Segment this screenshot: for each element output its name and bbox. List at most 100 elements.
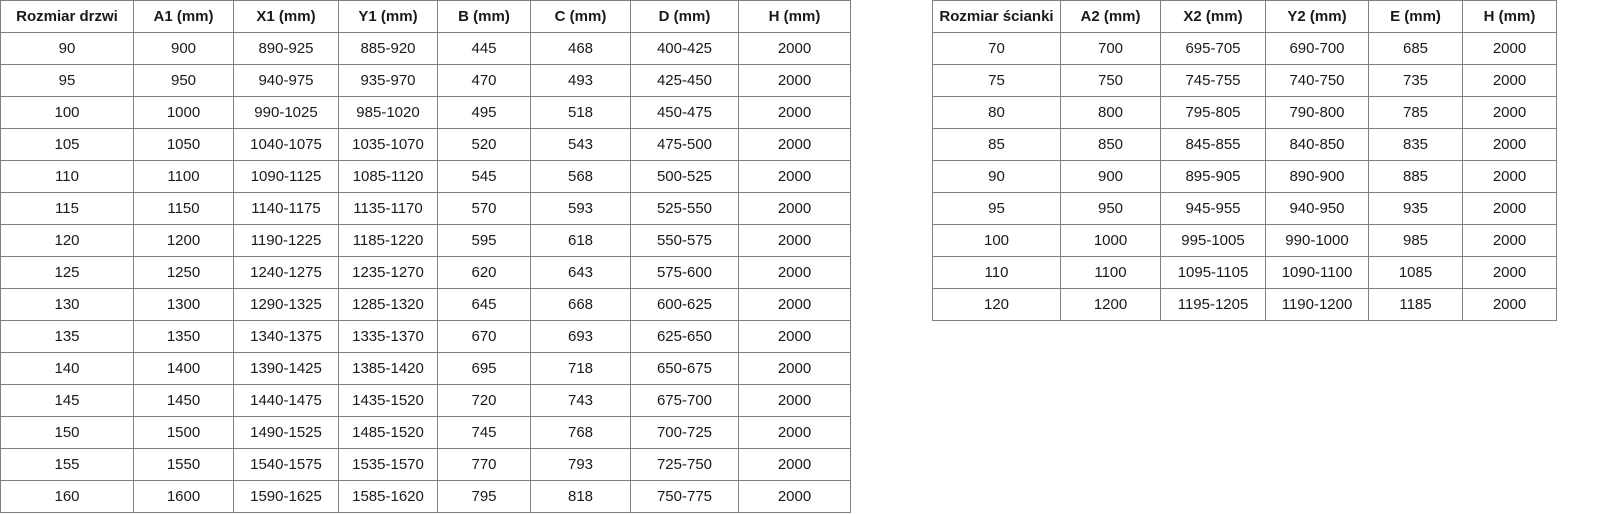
table-header-row: Rozmiar drzwi A1 (mm) X1 (mm) Y1 (mm) B (mm)… (0, 0, 851, 33)
cell-1: 1550 (133, 448, 234, 481)
table-row: 70 700 695-705 690-700 685 2000 (932, 32, 1557, 65)
table-row: 155 1550 1540-1575 1535-1570 770 793 725-750 20… (0, 448, 851, 481)
table-row: 100 1000 995-1005 990-1000 985 2000 (932, 224, 1557, 257)
cell-6: 425-450 (630, 64, 739, 97)
table-row: 75 750 745-755 740-750 735 2000 (932, 64, 1557, 97)
cell-3: 840-850 (1265, 128, 1369, 161)
cell-2: 745-755 (1160, 64, 1266, 97)
cell-1: 900 (1060, 160, 1161, 193)
table-row: 105 1050 1040-1075 1035-1070 520 543 475-500 20… (0, 128, 851, 161)
cell-0: 120 (0, 224, 134, 257)
column-header-1: A1 (mm) (133, 0, 234, 33)
cell-1: 1350 (133, 320, 234, 353)
cell-6: 600-625 (630, 288, 739, 321)
column-header-2: X1 (mm) (233, 0, 339, 33)
cell-4: 570 (437, 192, 531, 225)
cell-6: 650-675 (630, 352, 739, 385)
column-header-5: C (mm) (530, 0, 631, 33)
cell-7: 2000 (738, 96, 851, 129)
cell-4: 885 (1368, 160, 1463, 193)
cell-7: 2000 (738, 416, 851, 449)
table-row: 115 1150 1140-1175 1135-1170 570 593 525-550 20… (0, 192, 851, 225)
cell-7: 2000 (738, 480, 851, 513)
cell-5: 518 (530, 96, 631, 129)
cell-1: 1100 (1060, 256, 1161, 289)
cell-5: 543 (530, 128, 631, 161)
cell-4: 695 (437, 352, 531, 385)
cell-4: 620 (437, 256, 531, 289)
cell-3: 890-900 (1265, 160, 1369, 193)
cell-7: 2000 (738, 256, 851, 289)
cell-5: 2000 (1462, 224, 1557, 257)
cell-4: 495 (437, 96, 531, 129)
cell-3: 1535-1570 (338, 448, 438, 481)
cell-2: 1195-1205 (1160, 288, 1266, 321)
cell-1: 800 (1060, 96, 1161, 129)
cell-0: 130 (0, 288, 134, 321)
cell-2: 1590-1625 (233, 480, 339, 513)
cell-5: 493 (530, 64, 631, 97)
cell-2: 895-905 (1160, 160, 1266, 193)
cell-2: 890-925 (233, 32, 339, 65)
cell-0: 120 (932, 288, 1061, 321)
cell-2: 945-955 (1160, 192, 1266, 225)
cell-0: 150 (0, 416, 134, 449)
cell-6: 550-575 (630, 224, 739, 257)
cell-3: 1435-1520 (338, 384, 438, 417)
cell-5: 2000 (1462, 256, 1557, 289)
wall-table-body: 70 700 695-705 690-700 685 2000 75 750 745-755 74… (932, 32, 1557, 321)
cell-2: 795-805 (1160, 96, 1266, 129)
column-header-4: B (mm) (437, 0, 531, 33)
door-size-specification-table: Rozmiar drzwi A1 (mm) X1 (mm) Y1 (mm) B (mm)… (0, 0, 851, 513)
table-row: 85 850 845-855 840-850 835 2000 (932, 128, 1557, 161)
cell-0: 115 (0, 192, 134, 225)
cell-4: 1185 (1368, 288, 1463, 321)
column-header-5: H (mm) (1462, 0, 1557, 33)
cell-3: 1035-1070 (338, 128, 438, 161)
table-row: 95 950 945-955 940-950 935 2000 (932, 192, 1557, 225)
cell-7: 2000 (738, 32, 851, 65)
cell-5: 618 (530, 224, 631, 257)
cell-3: 1585-1620 (338, 480, 438, 513)
cell-2: 1440-1475 (233, 384, 339, 417)
cell-2: 1290-1325 (233, 288, 339, 321)
cell-4: 645 (437, 288, 531, 321)
cell-0: 95 (0, 64, 134, 97)
cell-3: 990-1000 (1265, 224, 1369, 257)
cell-2: 845-855 (1160, 128, 1266, 161)
cell-3: 740-750 (1265, 64, 1369, 97)
cell-6: 475-500 (630, 128, 739, 161)
cell-7: 2000 (738, 384, 851, 417)
cell-2: 1190-1225 (233, 224, 339, 257)
cell-5: 593 (530, 192, 631, 225)
cell-0: 90 (0, 32, 134, 65)
cell-2: 995-1005 (1160, 224, 1266, 257)
cell-1: 1100 (133, 160, 234, 193)
table-row: 120 1200 1195-1205 1190-1200 1185 2000 (932, 288, 1557, 321)
doors-table-body: 90 900 890-925 885-920 445 468 400-425 2000 95 95… (0, 32, 851, 513)
cell-0: 105 (0, 128, 134, 161)
cell-5: 643 (530, 256, 631, 289)
cell-4: 720 (437, 384, 531, 417)
cell-2: 1095-1105 (1160, 256, 1266, 289)
cell-4: 785 (1368, 96, 1463, 129)
cell-4: 470 (437, 64, 531, 97)
cell-5: 468 (530, 32, 631, 65)
cell-6: 400-425 (630, 32, 739, 65)
cell-5: 2000 (1462, 288, 1557, 321)
cell-6: 450-475 (630, 96, 739, 129)
cell-5: 743 (530, 384, 631, 417)
cell-3: 1185-1220 (338, 224, 438, 257)
cell-1: 1250 (133, 256, 234, 289)
cell-1: 1200 (1060, 288, 1161, 321)
cell-7: 2000 (738, 64, 851, 97)
cell-4: 1085 (1368, 256, 1463, 289)
cell-4: 545 (437, 160, 531, 193)
cell-6: 675-700 (630, 384, 739, 417)
cell-1: 1400 (133, 352, 234, 385)
table-row: 130 1300 1290-1325 1285-1320 645 668 600-625 20… (0, 288, 851, 321)
cell-1: 1450 (133, 384, 234, 417)
cell-4: 985 (1368, 224, 1463, 257)
column-header-3: Y2 (mm) (1265, 0, 1369, 33)
cell-5: 793 (530, 448, 631, 481)
